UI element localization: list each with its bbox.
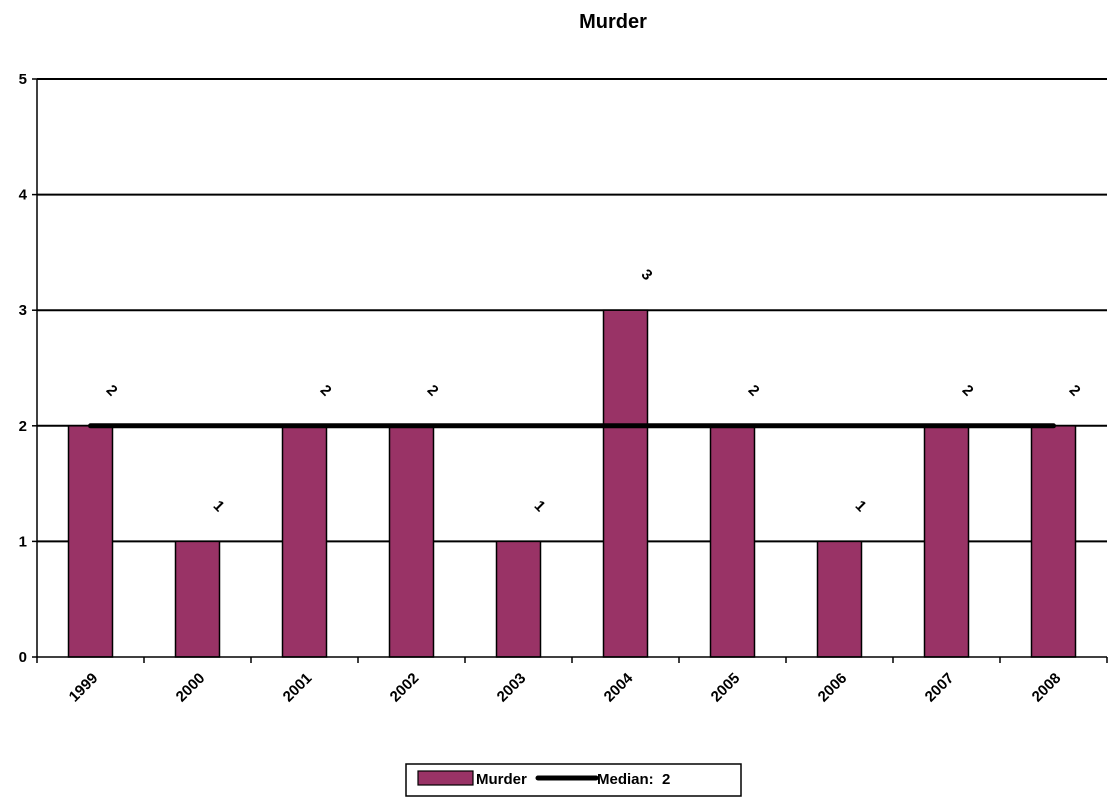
bar-2007 — [923, 425, 970, 658]
bar-2004 — [602, 309, 649, 658]
bar-2002 — [388, 425, 435, 658]
legend: Murder Median: 2 — [405, 763, 742, 797]
y-tick-label: 0 — [19, 649, 27, 666]
y-tick-label: 3 — [19, 302, 27, 319]
data-label-2001: 2 — [317, 382, 335, 400]
bar-2006 — [816, 540, 863, 658]
legend-label-median: Median: 2 — [597, 771, 670, 788]
x-tick-label: 2005 — [708, 670, 744, 706]
y-tick-label: 1 — [19, 533, 27, 550]
y-tick-label: 5 — [19, 71, 27, 88]
y-tick-label: 4 — [19, 187, 28, 204]
x-tick-label: 2000 — [173, 670, 209, 706]
x-tick-label: 2006 — [815, 670, 851, 706]
legend-swatch-murder — [417, 770, 474, 786]
x-tick-label: 2002 — [387, 670, 423, 706]
x-tick-label: 2008 — [1029, 670, 1065, 706]
data-label-2008: 2 — [1066, 382, 1084, 400]
data-label-2000: 1 — [210, 497, 228, 515]
data-label-2006: 1 — [852, 497, 870, 515]
x-tick-label: 2001 — [280, 670, 316, 706]
bar-1999 — [67, 425, 114, 658]
bar-2000 — [174, 540, 221, 658]
bar-2001 — [281, 425, 328, 658]
bar-2008 — [1030, 425, 1077, 658]
x-tick-label: 2004 — [601, 669, 637, 705]
bar-2005 — [709, 425, 756, 658]
x-tick-label: 2007 — [922, 670, 958, 706]
chart-title: Murder — [579, 11, 647, 33]
data-label-1999: 2 — [103, 382, 121, 400]
x-tick-label: 2003 — [494, 670, 530, 706]
data-label-2005: 2 — [745, 382, 763, 400]
x-tick-label: 1999 — [66, 670, 102, 706]
data-label-2007: 2 — [959, 382, 977, 400]
y-tick-label: 2 — [19, 418, 27, 435]
legend-label-murder: Murder — [476, 771, 527, 788]
data-label-2003: 1 — [531, 497, 549, 515]
bar-2003 — [495, 540, 542, 658]
bars — [67, 309, 1077, 658]
data-label-2002: 2 — [424, 382, 442, 400]
data-label-2004: 3 — [638, 266, 656, 284]
